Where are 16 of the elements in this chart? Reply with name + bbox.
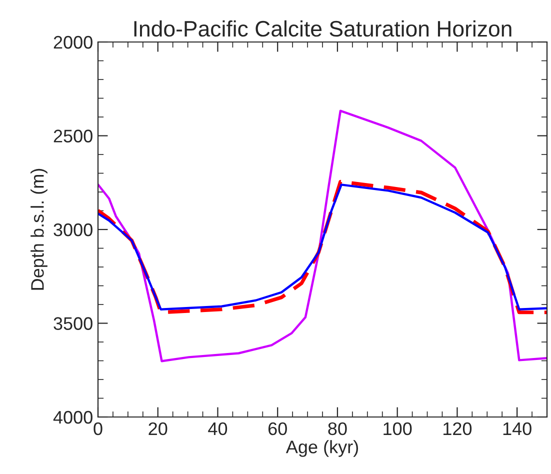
y-tick-label: 2000 xyxy=(54,36,92,49)
x-tick-label: 140 xyxy=(503,422,532,436)
x-axis-title: Age (kyr) xyxy=(286,440,358,457)
x-tick-label: 120 xyxy=(444,422,472,436)
x-tick-label: 80 xyxy=(328,422,347,436)
y-axis-title: Depth b.s.l. (m) xyxy=(30,168,48,290)
x-tick-label: 40 xyxy=(208,422,228,436)
chart-title: Indo-Pacific Calcite Saturation Horizon xyxy=(134,20,512,37)
y-tick-label: 4000 xyxy=(53,410,92,424)
x-tick-label: 100 xyxy=(384,422,412,436)
x-tick-label: 60 xyxy=(268,422,287,436)
x-tick-label: 20 xyxy=(148,422,168,436)
x-tick-label: 0 xyxy=(94,422,102,436)
y-tick-label: 3000 xyxy=(54,223,92,236)
y-tick-label: 3500 xyxy=(54,317,92,330)
y-tick-label: 2500 xyxy=(54,130,92,142)
